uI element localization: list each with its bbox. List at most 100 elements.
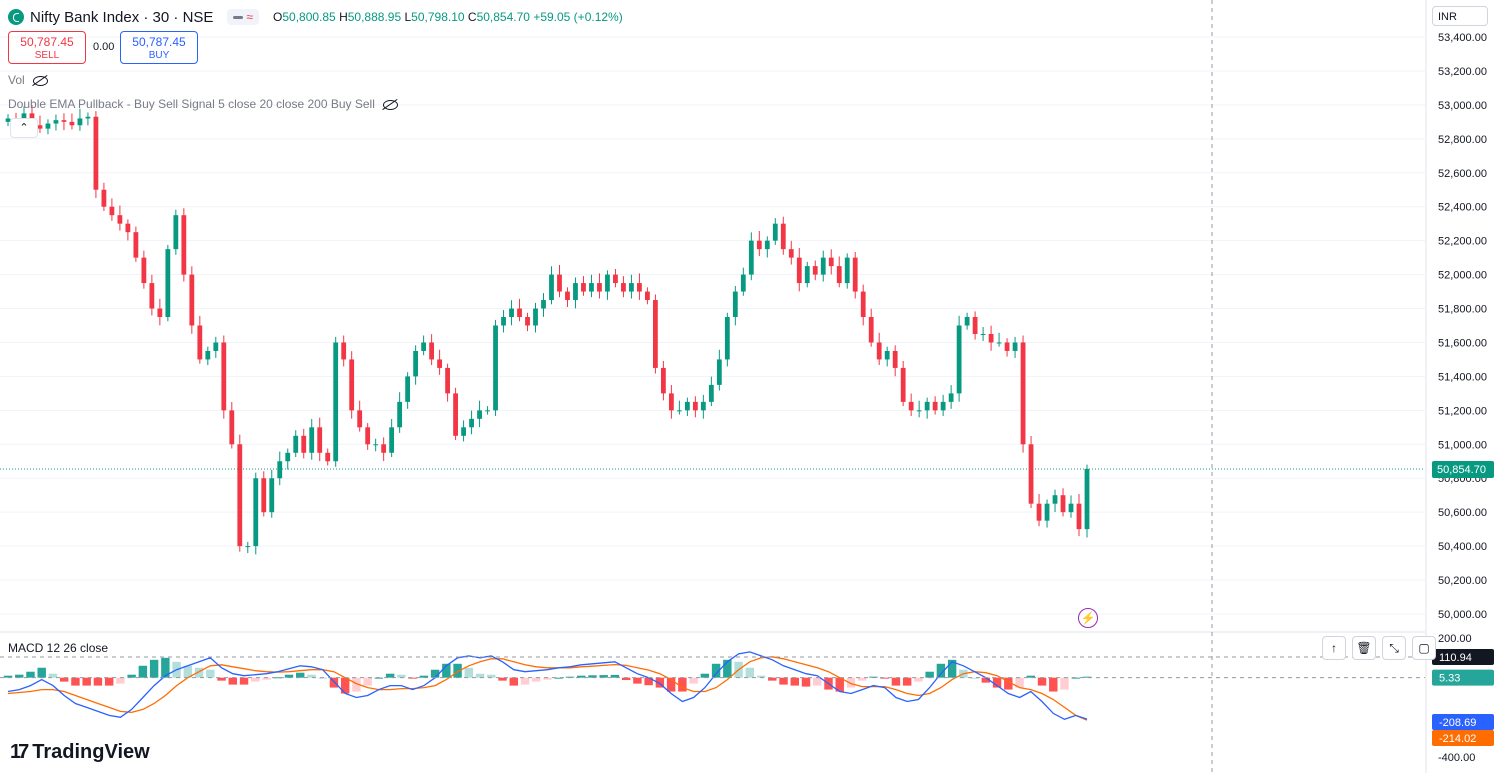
- candle-body: [828, 257, 834, 267]
- macd-histogram-bar: [307, 674, 316, 678]
- ema-indicator-legend[interactable]: Double EMA Pullback - Buy Sell Signal 5 …: [8, 97, 398, 111]
- macd-histogram-bar: [138, 665, 148, 678]
- candle-body: [421, 342, 427, 351]
- candle-body: [684, 401, 690, 411]
- candle-body: [133, 232, 139, 258]
- move-pane-up-button[interactable]: ↑: [1322, 636, 1346, 660]
- candle-body: [477, 410, 482, 419]
- macd-last-label: -208.69: [1439, 717, 1476, 729]
- candle-body: [181, 215, 187, 275]
- candle-body: [437, 359, 442, 368]
- hidden-eye-icon[interactable]: [32, 75, 48, 86]
- candle-body: [101, 189, 107, 207]
- macd-histogram-bar: [93, 677, 103, 686]
- price-axis[interactable]: 53,400.00 53,200.00 53,000.00 52,800.00 52,6…: [1432, 32, 1494, 764]
- price-tick-label: 52,400.00: [1438, 202, 1487, 214]
- candle-body: [5, 118, 11, 122]
- candle-body: [716, 359, 722, 385]
- candle-body: [924, 401, 930, 411]
- high-value: 50,888.95: [347, 10, 402, 24]
- candle-body: [93, 116, 99, 190]
- candle-body: [453, 393, 458, 436]
- macd-histogram-bar: [700, 673, 710, 678]
- candle-body: [469, 418, 474, 428]
- macd-histogram-bar: [790, 677, 799, 686]
- chart-style-toggle[interactable]: ≈: [227, 9, 259, 25]
- hidden-eye-icon[interactable]: [382, 99, 398, 110]
- minus-icon: [233, 15, 244, 19]
- candle-body: [109, 206, 115, 216]
- candle-body: [173, 215, 179, 250]
- price-tick-label: 53,000.00: [1438, 100, 1487, 112]
- candle-body: [988, 333, 994, 343]
- candle-body: [501, 317, 506, 326]
- volume-indicator-legend[interactable]: Vol: [8, 73, 48, 87]
- candle-body: [413, 350, 419, 377]
- currency-selector[interactable]: INR: [1432, 6, 1488, 26]
- macd-histogram-bar: [902, 677, 912, 686]
- macd-histogram-bar: [509, 677, 518, 686]
- candle-body: [269, 478, 275, 513]
- macd-legend[interactable]: MACD 12 26 close: [8, 641, 108, 655]
- sell-button[interactable]: 50,787.45 SELL: [8, 31, 86, 64]
- candle-body: [197, 325, 203, 360]
- macd-histogram-bar: [633, 677, 642, 684]
- macd-histogram-bar: [228, 677, 238, 685]
- candle-body: [525, 317, 530, 326]
- candle-body: [589, 283, 594, 292]
- buy-button[interactable]: 50,787.45 BUY: [120, 31, 198, 64]
- price-tick-label: 52,800.00: [1438, 134, 1487, 146]
- price-tick-label: 51,400.00: [1438, 371, 1487, 383]
- candle-body: [780, 223, 786, 250]
- candle-body: [565, 291, 570, 301]
- macd-histogram-bar: [1026, 675, 1036, 678]
- candle-body: [429, 342, 435, 360]
- price-tick-label: 50,400.00: [1438, 541, 1487, 553]
- candle-body: [253, 478, 259, 547]
- candle-body: [445, 367, 450, 394]
- pane-toolbar: ↑ 🗑 ⤡ ▢: [1322, 636, 1436, 660]
- macd-histogram-bar: [37, 667, 46, 678]
- macd-histogram-bar: [914, 677, 923, 682]
- macd-histogram-bar: [26, 671, 35, 678]
- candle-body: [900, 367, 906, 402]
- macd-histogram-bar: [239, 677, 249, 685]
- macd-histogram-bar: [666, 677, 676, 692]
- macd-histogram-bar: [554, 677, 563, 679]
- price-tick-label: 50,600.00: [1438, 507, 1487, 519]
- collapse-pane-button[interactable]: ⤡: [1382, 636, 1406, 660]
- candle-body: [325, 452, 331, 462]
- tradingview-logo: 17 TradingView: [10, 741, 150, 763]
- collapse-legend-button[interactable]: ⌃: [10, 118, 38, 138]
- lightning-icon[interactable]: ⚡: [1078, 608, 1098, 628]
- macd-histogram-bar: [262, 677, 271, 680]
- macd-tick-label: -400.00: [1438, 752, 1475, 764]
- symbol-title[interactable]: Nifty Bank Index · 30 · NSE: [30, 8, 214, 26]
- candle-body: [708, 384, 714, 402]
- macd-histogram-bar: [1049, 677, 1058, 692]
- crosshair-value-label: 110.94: [1439, 652, 1472, 664]
- macd-histogram-bar: [161, 657, 170, 678]
- candle-body: [517, 308, 522, 318]
- macd-histogram-bar: [1004, 677, 1013, 690]
- candle-body: [996, 342, 1002, 344]
- candle-body: [788, 249, 794, 258]
- candle-body: [948, 393, 954, 402]
- price-tick-label: 51,000.00: [1438, 439, 1487, 451]
- macd-histogram-bar: [621, 677, 631, 681]
- macd-histogram-bar: [59, 677, 69, 682]
- candle-body: [645, 291, 650, 301]
- sell-label: SELL: [34, 50, 60, 61]
- candle-body: [21, 113, 27, 122]
- delete-pane-button[interactable]: 🗑: [1352, 636, 1376, 660]
- macd-histogram-bar: [655, 677, 665, 688]
- candle-body: [1020, 342, 1026, 445]
- candle-body: [77, 118, 83, 126]
- macd-histogram-bar: [1037, 677, 1047, 686]
- maximize-pane-button[interactable]: ▢: [1412, 636, 1436, 660]
- macd-histogram-bar: [284, 674, 294, 678]
- macd-histogram-bar: [251, 677, 260, 682]
- candle-body: [509, 308, 514, 318]
- candle-body: [357, 410, 363, 428]
